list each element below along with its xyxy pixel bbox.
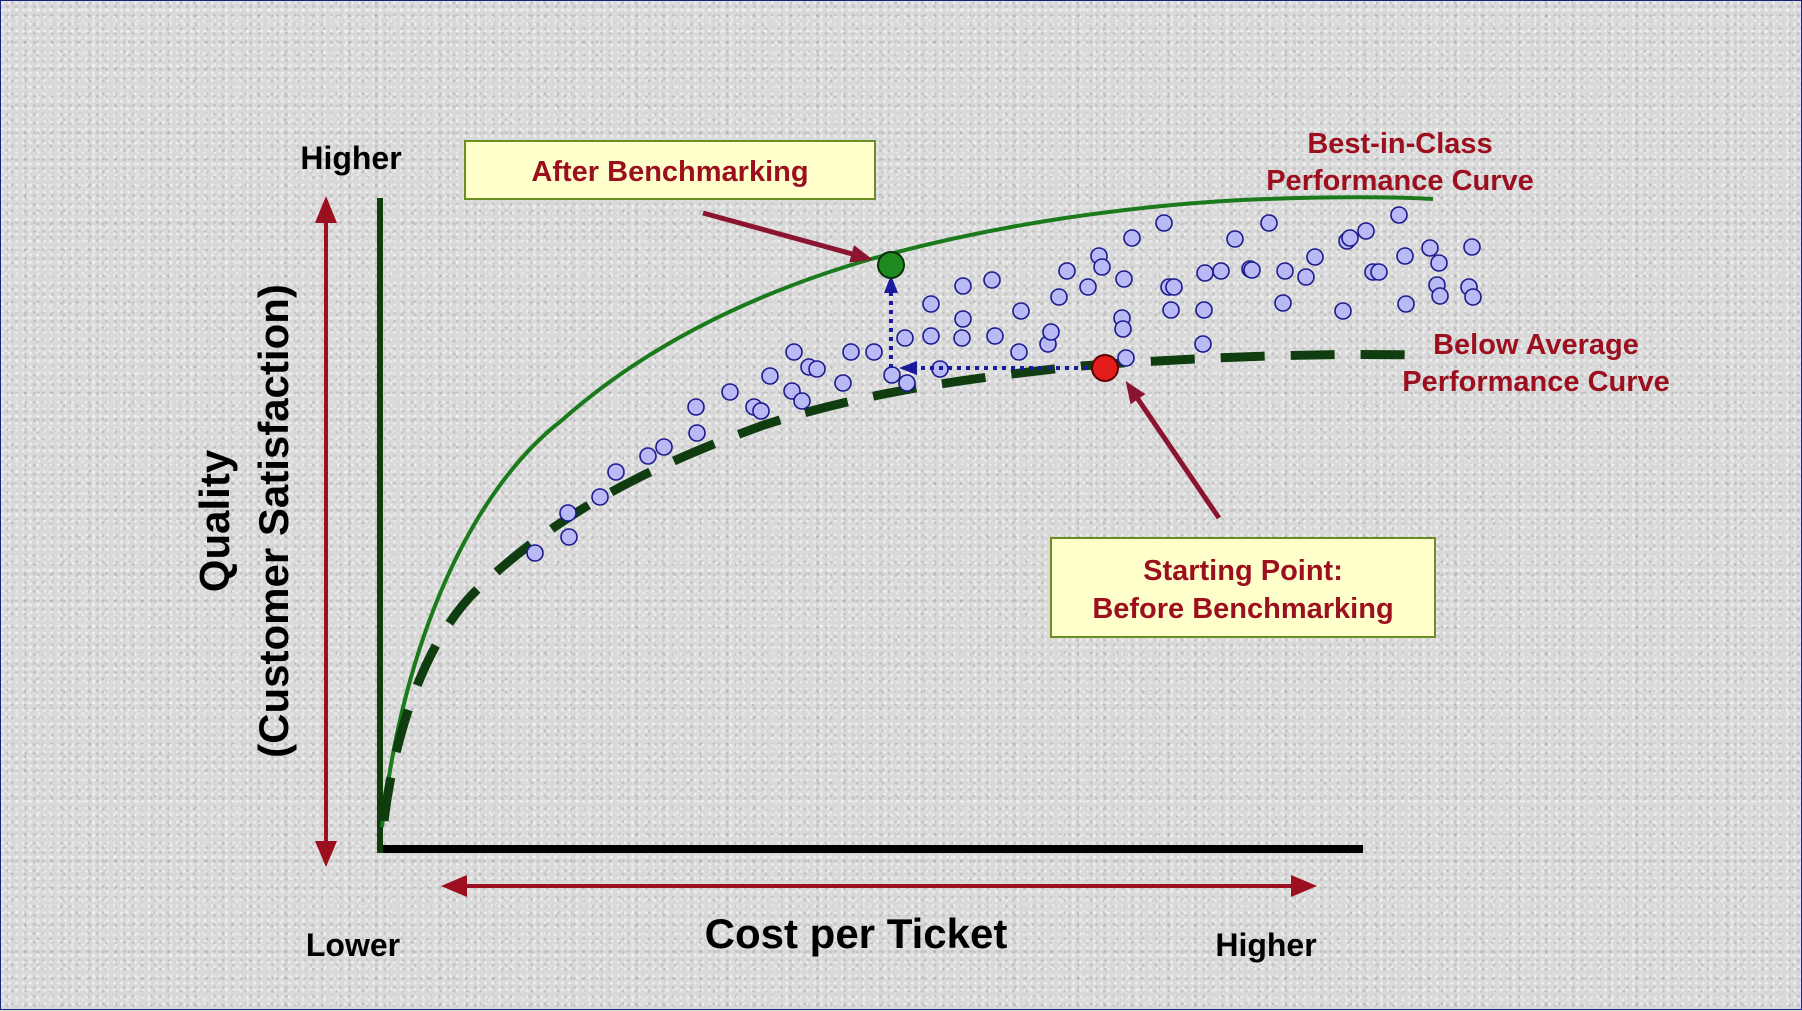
peer-data-point: [1431, 287, 1449, 305]
peer-data-point: [842, 343, 860, 361]
peer-data-point: [1226, 230, 1244, 248]
peer-data-point: [953, 329, 971, 347]
peer-data-point: [1050, 288, 1068, 306]
peer-data-point: [1195, 301, 1213, 319]
peer-data-point: [761, 367, 779, 385]
peer-data-point: [1117, 349, 1135, 367]
peer-data-point: [1421, 239, 1439, 257]
peer-data-point: [1194, 335, 1212, 353]
peer-data-point: [922, 295, 940, 313]
peer-data-point: [1274, 294, 1292, 312]
after-benchmarking-point: [877, 251, 905, 279]
peer-data-point: [1115, 270, 1133, 288]
peer-data-points: [526, 206, 1482, 562]
peer-data-point: [1297, 268, 1315, 286]
best-curve-label-line2: Performance Curve: [1266, 165, 1534, 197]
peer-data-point: [1012, 302, 1030, 320]
y-axis-title-line1: Quality: [191, 449, 238, 592]
peer-data-point: [1341, 229, 1359, 247]
peer-data-point: [1306, 248, 1324, 266]
peer-data-point: [1093, 258, 1111, 276]
best-in-class-curve: [380, 195, 1434, 828]
peer-data-point: [1123, 229, 1141, 247]
starting-point: [1091, 354, 1119, 382]
peer-data-point: [687, 398, 705, 416]
peer-data-point: [639, 447, 657, 465]
below-average-curve: [379, 349, 1417, 822]
after-benchmarking-box: [464, 140, 876, 200]
peer-data-point: [898, 374, 916, 392]
peer-data-point: [1357, 222, 1375, 240]
y-arrow-down-head: [315, 841, 337, 867]
peer-data-point: [808, 360, 826, 378]
peer-data-point: [559, 504, 577, 522]
peer-data-point: [1396, 247, 1414, 265]
peer-data-point: [986, 327, 1004, 345]
peer-data-point: [1155, 214, 1173, 232]
starting-callout-arrow: [1125, 381, 1222, 520]
below-curve-label-line1: Below Average: [1433, 329, 1639, 361]
peer-data-point: [1162, 301, 1180, 319]
peer-data-point: [721, 383, 739, 401]
x-axis-title: Cost per Ticket: [705, 910, 1008, 957]
peer-data-point: [1243, 261, 1261, 279]
peer-data-point: [865, 343, 883, 361]
peer-data-point: [1390, 206, 1408, 224]
peer-data-point: [1463, 238, 1481, 256]
after-benchmarking-label: After Benchmarking: [531, 156, 808, 188]
below-curve-label-line2: Performance Curve: [1402, 366, 1670, 398]
x-arrow-left-head: [441, 875, 467, 897]
peer-data-point: [607, 463, 625, 481]
y-axis-high-label: Higher: [300, 140, 401, 176]
peer-data-point: [1464, 288, 1482, 306]
starting-point-label-line1: Starting Point:: [1143, 555, 1343, 587]
starting-point-box: [1050, 537, 1436, 638]
peer-data-point: [1010, 343, 1028, 361]
peer-data-point: [1260, 214, 1278, 232]
peer-data-point: [560, 528, 578, 546]
peer-data-point: [1212, 262, 1230, 280]
best-curve-label-line1: Best-in-Class: [1307, 128, 1492, 160]
peer-data-point: [1079, 278, 1097, 296]
peer-data-point: [896, 329, 914, 347]
peer-data-point: [1276, 262, 1294, 280]
peer-data-point: [1165, 278, 1183, 296]
x-arrow-right-head: [1291, 875, 1317, 897]
x-axis-low-label: Lower: [306, 927, 400, 963]
peer-data-point: [922, 327, 940, 345]
starting-point-label-line2: Before Benchmarking: [1092, 593, 1393, 625]
peer-data-point: [752, 402, 770, 420]
peer-data-point: [688, 424, 706, 442]
peer-data-point: [1370, 263, 1388, 281]
peer-data-point: [954, 310, 972, 328]
peer-data-point: [591, 488, 609, 506]
peer-data-point: [785, 343, 803, 361]
peer-data-point: [954, 277, 972, 295]
peer-data-point: [1334, 302, 1352, 320]
y-axis-title-line2: (Customer Satisfaction): [250, 284, 297, 758]
peer-data-point: [1196, 264, 1214, 282]
peer-data-point: [983, 271, 1001, 289]
peer-data-point: [883, 366, 901, 384]
peer-data-point: [526, 544, 544, 562]
peer-data-point: [834, 374, 852, 392]
x-axis-high-label: Higher: [1215, 927, 1316, 963]
peer-data-point: [793, 392, 811, 410]
after-callout-arrow: [702, 210, 873, 263]
peer-data-point: [1430, 254, 1448, 272]
peer-data-point: [1058, 262, 1076, 280]
y-arrow-up-head: [315, 196, 337, 223]
peer-data-point: [1042, 323, 1060, 341]
peer-data-point: [1397, 295, 1415, 313]
peer-data-point: [1114, 320, 1132, 338]
peer-data-point: [655, 438, 673, 456]
